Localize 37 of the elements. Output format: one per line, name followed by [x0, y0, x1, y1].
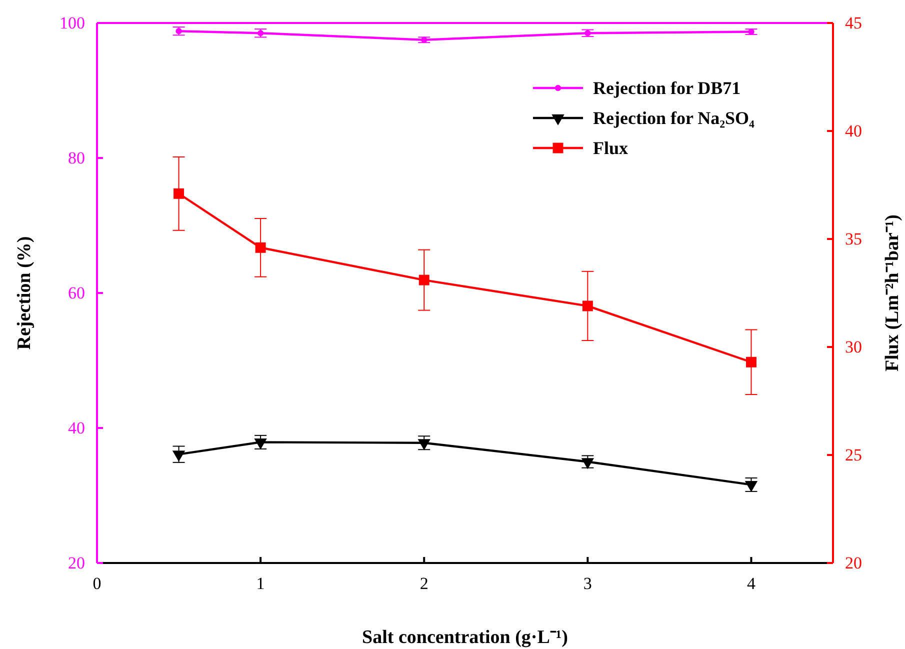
y-tick-label: 80	[68, 148, 85, 168]
legend-label: Rejection for DB71	[593, 78, 741, 98]
y2-tick-label: 25	[845, 445, 862, 464]
point	[176, 28, 182, 34]
point	[746, 356, 756, 368]
point	[172, 450, 186, 462]
legend-label: Rejection for Na₂SO₄	[593, 108, 756, 128]
x-tick-label: 2	[420, 574, 428, 594]
y2-tick-label: 45	[845, 13, 862, 32]
x-tick-label: 0	[92, 574, 102, 594]
y2-tick-label: 40	[845, 121, 862, 140]
y-axis-title: Rejection (%)	[14, 236, 35, 350]
x-tick-label: 1	[256, 574, 265, 594]
y2-axis-title: Flux (Lm⁻²h⁻¹bar⁻¹)	[882, 214, 903, 372]
y-tick-label: 40	[68, 418, 85, 438]
y-tick-label: 100	[60, 13, 85, 32]
point	[418, 274, 430, 286]
y-tick-label: 60	[68, 283, 85, 302]
point	[584, 30, 591, 36]
x-tick-label: 3	[583, 574, 592, 594]
y2-tick-label: 30	[845, 337, 862, 356]
x-tick-label: 4	[746, 574, 756, 594]
point	[744, 481, 758, 492]
y2-tick-label: 20	[845, 553, 862, 572]
point	[257, 30, 264, 36]
point	[255, 242, 266, 253]
y2-tick-label: 35	[845, 229, 862, 248]
point	[418, 439, 430, 450]
legend-label: Flux	[593, 138, 628, 158]
point	[254, 438, 267, 450]
x-axis-title: Salt concentration (g·L⁻¹)	[362, 627, 568, 648]
point	[582, 300, 593, 312]
point	[174, 188, 184, 199]
y-tick-label: 20	[68, 553, 85, 572]
point	[581, 458, 594, 470]
point	[748, 28, 754, 35]
point	[421, 36, 428, 43]
